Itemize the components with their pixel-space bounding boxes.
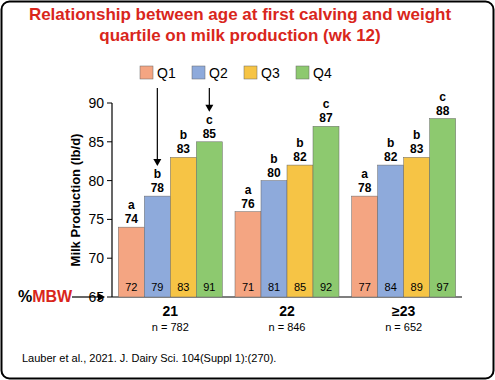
significance-letter: b	[180, 128, 187, 142]
arrow	[157, 88, 158, 160]
data-label: 82	[293, 150, 307, 164]
y-tick	[107, 103, 112, 104]
chart-svg: 657075808590Milk Production (lb/d)74a727…	[0, 0, 495, 380]
mbw-value: 84	[385, 281, 397, 293]
significance-letter: b	[154, 167, 161, 181]
bar	[261, 181, 287, 297]
legend-swatch	[192, 66, 205, 79]
significance-letter: b	[413, 128, 420, 142]
data-label: 78	[358, 181, 372, 195]
legend-label: Q2	[209, 65, 228, 81]
y-tick-label: 90	[88, 95, 104, 111]
y-tick-label: 75	[88, 211, 104, 227]
arrow	[209, 88, 210, 106]
legend-label: Q3	[261, 65, 280, 81]
title: Relationship between age at first calvin…	[20, 4, 460, 46]
data-label: 78	[151, 181, 165, 195]
legend-swatch	[140, 66, 153, 79]
bars	[118, 119, 455, 297]
significance-letter: c	[206, 113, 213, 127]
mbw-value: 97	[437, 281, 449, 293]
mbw-arrow	[72, 296, 98, 297]
significance-letter: c	[323, 97, 330, 111]
n-label: n = 782	[152, 321, 189, 333]
significance-letter: b	[387, 136, 394, 150]
data-label: 85	[203, 127, 217, 141]
y-tick	[107, 258, 112, 259]
y-tick-label: 80	[88, 173, 104, 189]
data-label: 83	[410, 142, 424, 156]
bar	[196, 142, 222, 297]
legend-swatch	[244, 66, 257, 79]
significance-letter: b	[296, 136, 303, 150]
n-label: n = 652	[385, 321, 422, 333]
bar	[430, 119, 456, 297]
significance-letter: a	[128, 198, 135, 212]
data-label: 87	[319, 111, 333, 125]
mbw-value: 72	[125, 281, 137, 293]
mbw-value: 71	[242, 281, 254, 293]
mbw-value: 92	[320, 281, 332, 293]
bar	[378, 165, 404, 297]
x-tick-label: ≥23	[392, 303, 415, 319]
mbw-label: %MBW	[18, 288, 73, 305]
arrow-head	[153, 159, 161, 166]
bar	[287, 165, 313, 297]
data-label: 80	[267, 166, 281, 180]
chart-root: 657075808590Milk Production (lb/d)74a727…	[0, 0, 495, 380]
significance-letter: b	[270, 152, 277, 166]
y-tick	[107, 297, 112, 298]
bar	[170, 157, 196, 297]
arrow-head	[205, 105, 213, 112]
mbw-value: 81	[268, 281, 280, 293]
mbw-value: 79	[151, 281, 163, 293]
y-tick	[107, 141, 112, 142]
y-axis-label: Milk Production (lb/d)	[68, 134, 83, 267]
frame	[2, 2, 494, 379]
bar	[144, 196, 170, 297]
bar	[235, 212, 261, 297]
x-tick-label: 22	[279, 303, 295, 319]
significance-letter: c	[439, 90, 446, 104]
mbw-value: 77	[359, 281, 371, 293]
mbw-arrow-head	[98, 293, 105, 301]
mbw-value: 85	[294, 281, 306, 293]
mbw-value: 83	[177, 281, 189, 293]
mbw-value: 91	[203, 281, 215, 293]
legend-label: Q1	[157, 65, 176, 81]
legend-swatch	[296, 66, 309, 79]
mbw-value: 89	[411, 281, 423, 293]
y-tick	[107, 180, 112, 181]
y-tick-label: 70	[88, 250, 104, 266]
bar	[313, 126, 339, 297]
legend-label: Q4	[313, 65, 332, 81]
n-label: n = 846	[268, 321, 305, 333]
data-label: 74	[125, 212, 139, 226]
y-tick-label: 85	[88, 134, 104, 150]
data-label: 76	[241, 197, 255, 211]
data-label: 88	[436, 104, 450, 118]
data-label: 83	[177, 142, 191, 156]
source: Lauber et al., 2021. J. Dairy Sci. 104(S…	[22, 352, 276, 364]
bar	[118, 227, 144, 297]
bar	[404, 157, 430, 297]
x-tick-label: 21	[163, 303, 179, 319]
data-label: 82	[384, 150, 398, 164]
y-tick	[107, 219, 112, 220]
significance-letter: a	[245, 183, 252, 197]
bar	[352, 196, 378, 297]
y-axis	[111, 103, 112, 297]
significance-letter: a	[361, 167, 368, 181]
